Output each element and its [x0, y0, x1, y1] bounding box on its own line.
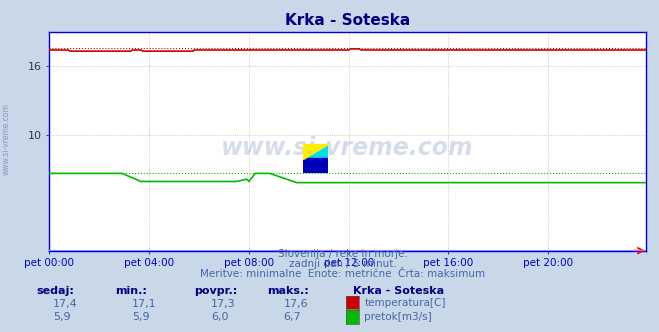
Polygon shape	[316, 144, 328, 159]
Text: 17,4: 17,4	[53, 299, 78, 309]
Text: 17,1: 17,1	[132, 299, 156, 309]
Polygon shape	[303, 144, 328, 159]
Polygon shape	[303, 159, 328, 173]
Text: 17,6: 17,6	[283, 299, 308, 309]
Text: pretok[m3/s]: pretok[m3/s]	[364, 312, 432, 322]
Text: Slovenija / reke in morje.: Slovenija / reke in morje.	[277, 249, 408, 259]
Text: sedaj:: sedaj:	[36, 286, 74, 296]
Text: 5,9: 5,9	[53, 312, 71, 322]
Text: zadnji dan / 5 minut.: zadnji dan / 5 minut.	[289, 259, 397, 269]
Polygon shape	[303, 159, 328, 173]
Text: 17,3: 17,3	[211, 299, 235, 309]
Text: povpr.:: povpr.:	[194, 286, 238, 296]
Text: Meritve: minimalne  Enote: metrične  Črta: maksimum: Meritve: minimalne Enote: metrične Črta:…	[200, 269, 485, 279]
Text: www.si-vreme.com: www.si-vreme.com	[221, 136, 474, 160]
Polygon shape	[303, 144, 316, 159]
Text: 5,9: 5,9	[132, 312, 150, 322]
Text: Krka - Soteska: Krka - Soteska	[353, 286, 444, 296]
Text: 6,7: 6,7	[283, 312, 301, 322]
Text: maks.:: maks.:	[267, 286, 308, 296]
Text: www.si-vreme.com: www.si-vreme.com	[2, 104, 11, 175]
Text: 6,0: 6,0	[211, 312, 229, 322]
Text: temperatura[C]: temperatura[C]	[364, 298, 446, 308]
Title: Krka - Soteska: Krka - Soteska	[285, 13, 411, 28]
Polygon shape	[303, 144, 328, 159]
Text: min.:: min.:	[115, 286, 147, 296]
